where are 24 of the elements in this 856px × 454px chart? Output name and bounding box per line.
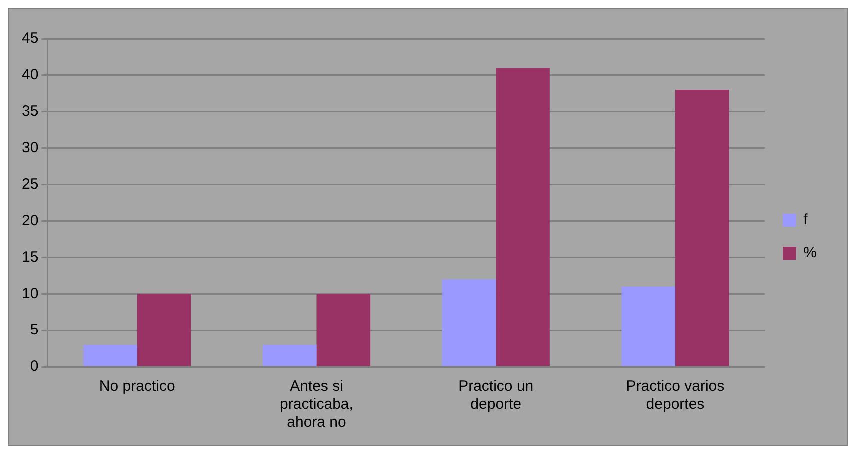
x-tick-label: Practico un deporte (458, 378, 534, 414)
y-tick-label: 25 (22, 176, 39, 193)
y-tick-label: 30 (22, 139, 39, 156)
bar (84, 345, 138, 366)
legend-label: f (804, 212, 809, 229)
bar (137, 294, 192, 366)
y-tick-label: 40 (22, 66, 39, 84)
bar (496, 68, 550, 366)
y-tick-label: 20 (22, 212, 39, 230)
bar (622, 286, 676, 366)
bar (316, 294, 371, 366)
bar (442, 280, 496, 366)
legend-label: % (804, 244, 818, 262)
x-tick-label: Antes si practicaba, ahora no (280, 378, 354, 432)
y-tick-label: 5 (30, 322, 39, 339)
y-tick-label: 35 (22, 103, 39, 120)
y-tick-label: 10 (22, 285, 39, 302)
bar (262, 345, 317, 366)
y-tick-label: 45 (22, 30, 39, 48)
x-tick-label: No practico (99, 378, 176, 396)
bar (675, 90, 730, 366)
y-tick-label: 15 (22, 248, 39, 266)
x-tick-label: Practico varios deportes (626, 378, 725, 414)
y-tick-label: 0 (30, 358, 39, 376)
